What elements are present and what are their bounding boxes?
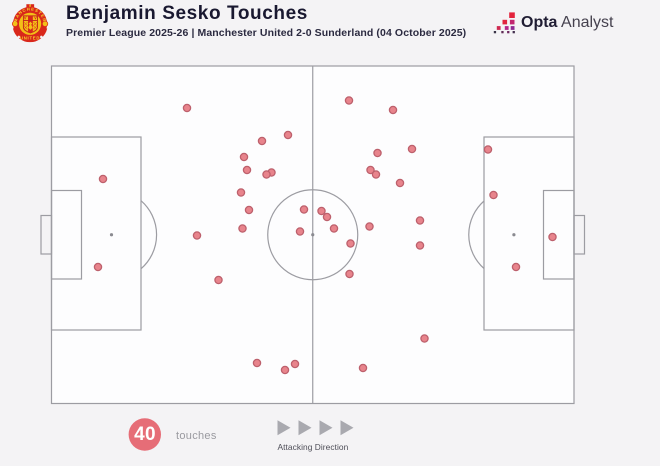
svg-text:UNITED: UNITED bbox=[20, 36, 40, 41]
